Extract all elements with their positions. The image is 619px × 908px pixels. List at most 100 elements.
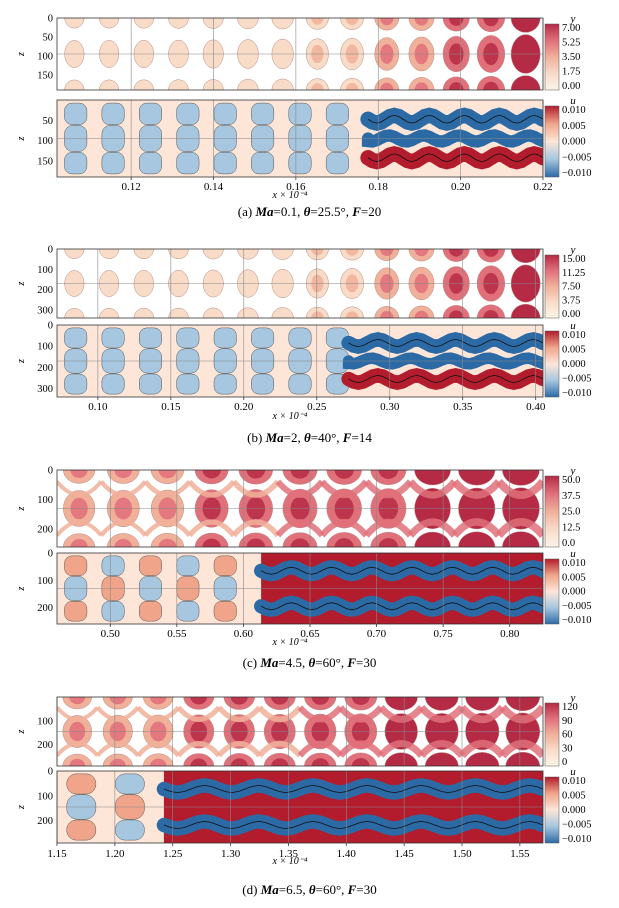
colorbar-a-lower [544,105,560,178]
y-blob-core [242,18,254,25]
u-cell [251,102,275,125]
u-cell [64,373,88,395]
z-tick-c-upper: 0 [48,466,53,477]
colorbar-tick-a-lower: −0.005 [562,152,592,163]
colorbar-c-lower [544,558,560,625]
y-streak [407,479,458,499]
y-blob-core [351,758,370,766]
colorbar-title-d-upper: y [570,692,576,704]
caption-a: (a) Ma=0.1, θ=25.5°, F=20 [237,204,382,219]
y-streak [57,706,100,722]
y-blob-core [109,758,126,766]
y-blob-core [242,311,254,318]
y-blob-core [334,538,354,547]
y-blob-core [138,18,150,25]
u-cell [64,152,88,175]
y-streak [216,705,262,723]
x-tick-label-b: 0.10 [88,401,108,413]
u-streak-contour [163,784,543,794]
lower-frame-c [56,552,544,625]
u-streak-contour [348,338,543,348]
colorbar-tick-b-lower: −0.010 [562,388,592,399]
x-axis-label-d: x × 10⁻⁴ [272,856,308,867]
z-axis-label-b-lower: z [16,359,27,364]
x-tick-label-b: 0.25 [307,401,327,413]
y-blob-core [448,249,464,257]
z-tick-c-lower: 0 [48,549,53,560]
u-cell [288,152,312,175]
y-blob-core [103,249,115,255]
y-blob-core [173,18,184,25]
y-streak [143,479,192,498]
u-cell [251,152,275,175]
y-blob-core [150,697,167,705]
y-blob-core [334,470,354,479]
y-blob-core [103,18,115,25]
z-tick-d-lower: 0 [48,767,53,778]
y-blob-core [311,18,324,25]
y-blob-core [483,18,499,27]
y-blob-core [414,249,429,257]
colorbar-tick-b-lower: −0.005 [562,374,592,385]
x-tick-label-a: 0.22 [533,181,552,193]
u-cell [64,102,88,125]
y-blob-core [242,83,254,90]
y-blob-core [466,470,487,480]
y-blob-core [276,83,289,90]
u-cell [176,327,200,349]
y-streak [297,740,343,758]
y-blob-core [290,470,310,479]
y-blob-core [202,538,221,547]
y-blob-core [311,83,324,90]
y-streak [337,705,384,723]
y-blob-core [513,757,533,766]
colorbar-tick-d-upper: 90 [562,716,573,727]
y-blob-core [517,249,534,258]
y-blob-core [276,249,289,256]
y-streak [363,479,414,499]
x-tick-label-b: 0.15 [161,401,181,413]
y-blob-core [246,470,266,479]
z-tick-c-upper: 100 [37,495,53,506]
y-streak [136,705,181,722]
y-blob-core [69,312,80,318]
colorbar-tick-d-upper: 30 [562,743,573,754]
upper-frame-b [56,248,544,319]
u-streak-contour [367,153,543,163]
x-tick-label-a: 0.14 [204,181,224,193]
z-tick-a-upper: 50 [43,32,54,43]
y-blob-core [70,470,88,478]
y-blob-core [483,310,499,318]
u-cell [64,327,88,349]
u-cell [213,555,237,576]
x-tick-label-a: 0.20 [451,181,471,193]
z-axis-label-d-upper: z [16,729,27,734]
z-tick-b-lower: 100 [37,342,53,353]
u-cell [251,327,275,349]
y-blob-core [414,310,429,318]
y-blob-core [271,758,289,766]
u-cell [138,555,162,576]
colorbar-title-a-lower: u [570,95,576,107]
z-tick-b-upper: 0 [48,245,53,256]
colorbar-tick-d-lower: −0.010 [562,834,592,845]
y-blob-core [473,697,492,706]
colorbar-tick-c-upper: 37.5 [562,491,580,502]
u-cell [138,152,162,175]
x-tick-label-d: 1.15 [47,848,67,860]
y-blob-core [69,697,86,705]
y-streak [143,519,192,538]
y-blob-core [311,697,329,705]
colorbar-tick-d-upper: 0 [562,757,567,768]
y-streak [378,740,425,758]
y-streak [275,479,325,498]
y-streak [95,741,140,758]
u-cell [176,601,200,622]
colorbar-b-upper [544,254,560,319]
colorbar-tick-d-lower: 0.000 [562,805,586,816]
y-streak [216,740,262,758]
y-blob-core [380,18,394,26]
x-tick-label-d: 1.25 [163,848,183,860]
colorbar-d-lower [544,776,560,844]
x-tick-label-c: 0.75 [434,628,454,640]
